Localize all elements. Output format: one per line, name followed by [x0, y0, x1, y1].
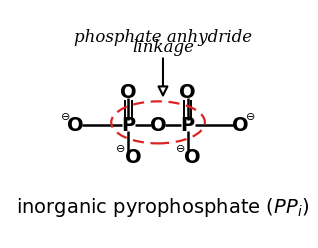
- Text: O: O: [67, 116, 84, 135]
- Text: ⊖: ⊖: [116, 144, 126, 154]
- Text: P: P: [121, 116, 135, 135]
- Text: ⊖: ⊖: [176, 144, 185, 154]
- Text: O: O: [120, 83, 137, 102]
- Text: O: O: [179, 83, 196, 102]
- Text: O: O: [150, 116, 166, 135]
- Text: linkage: linkage: [132, 39, 194, 56]
- Text: ⊖: ⊖: [246, 112, 255, 122]
- Text: O: O: [184, 148, 201, 167]
- Text: ⊖: ⊖: [61, 112, 70, 122]
- Text: P: P: [181, 116, 195, 135]
- Text: inorganic pyrophosphate ($\mathit{PP_i}$): inorganic pyrophosphate ($\mathit{PP_i}$…: [16, 196, 310, 219]
- Text: phosphate anhydride: phosphate anhydride: [74, 29, 252, 46]
- Text: O: O: [125, 148, 142, 167]
- Text: O: O: [232, 116, 249, 135]
